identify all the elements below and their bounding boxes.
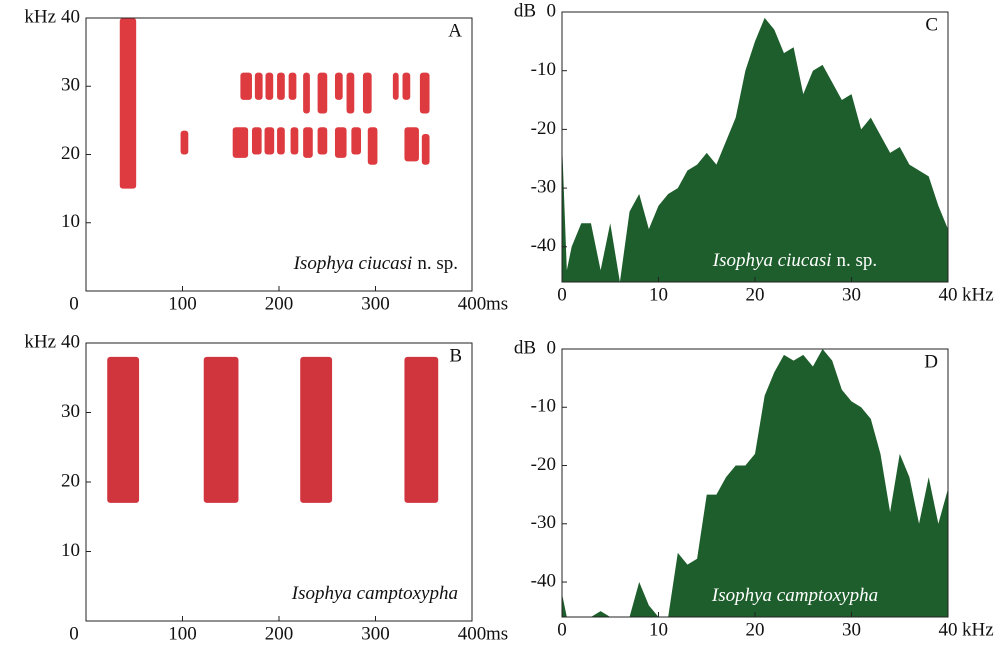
x-tick-label: 100 (168, 623, 197, 644)
syllable (240, 72, 252, 100)
syllable (119, 18, 137, 189)
syllable (288, 72, 297, 100)
syllable (290, 127, 299, 155)
species-note: n. sp. (417, 253, 458, 274)
x-tick-label: 400 (458, 623, 487, 644)
syllable (203, 356, 239, 503)
syllable (421, 134, 430, 165)
species-label: Isophya ciucasi n. sp. (293, 253, 458, 274)
syllable (300, 356, 333, 503)
x-tick-label: 0 (69, 293, 79, 314)
syllable (254, 72, 263, 100)
species-label: Isophya camptoxypha (291, 583, 458, 604)
syllable (232, 127, 249, 158)
x-tick-label: 30 (842, 619, 861, 640)
y-tick-label: -30 (531, 176, 556, 197)
y-tick-label: 0 (547, 337, 557, 358)
x-tick-label: 200 (265, 623, 294, 644)
syllable (264, 127, 275, 155)
syllable (277, 72, 285, 100)
y-tick-label: 30 (61, 401, 80, 422)
syllable (334, 127, 347, 158)
x-tick-label: 0 (557, 284, 567, 305)
x-axis-label: kHz (962, 284, 994, 305)
syllable (402, 72, 411, 100)
y-tick-label: 10 (61, 211, 80, 232)
y-tick-label: -10 (531, 59, 556, 80)
y-tick-label: 0 (547, 0, 557, 21)
panel-letter: B (449, 345, 462, 366)
x-tick-label: 10 (649, 284, 668, 305)
y-axis-label: dB (514, 0, 536, 21)
y-tick-label: 10 (61, 540, 80, 561)
x-tick-label: 0 (557, 619, 567, 640)
y-axis-label: kHz (24, 6, 56, 27)
x-tick-label: 10 (649, 619, 668, 640)
spectrum-area (562, 17, 948, 282)
panel-letter: D (924, 351, 938, 372)
y-tick-label: 30 (61, 75, 80, 96)
species-name: Isophya camptoxypha (291, 583, 458, 604)
species-label: Isophya camptoxypha (711, 585, 878, 606)
syllable (180, 130, 189, 155)
syllable (346, 72, 355, 114)
y-tick-label: 20 (61, 143, 80, 164)
y-tick-label: -30 (531, 512, 556, 533)
x-tick-label: 400 (458, 293, 487, 314)
y-tick-label: 20 (61, 470, 80, 491)
x-tick-label: 200 (265, 293, 294, 314)
species-name: Isophya ciucasi (712, 250, 832, 271)
x-tick-label: 40 (939, 619, 958, 640)
panel-letter: C (925, 14, 938, 35)
spectrum-area (562, 349, 948, 617)
y-tick-label: -10 (531, 396, 556, 417)
y-axis-label: dB (514, 337, 536, 358)
syllable (317, 72, 328, 114)
syllable (303, 127, 313, 158)
panel: 0 -10 -20 -30 -40 dB 0 10 20 30 40 kHz C Isophya ciuc… (514, 0, 994, 305)
syllable (362, 72, 372, 114)
species-name: Isophya camptoxypha (711, 585, 878, 606)
syllable (317, 127, 328, 155)
syllable (251, 127, 262, 155)
syllable (334, 72, 343, 100)
syllable (303, 72, 310, 114)
x-tick-label: 100 (168, 293, 197, 314)
y-tick-label: -40 (531, 570, 556, 591)
syllable (367, 127, 378, 165)
y-tick-label: 40 (61, 331, 80, 352)
y-tick-label: -20 (531, 118, 556, 139)
species-label: Isophya ciucasi n. sp. (712, 250, 877, 271)
x-tick-label: 30 (842, 284, 861, 305)
y-tick-label: 40 (61, 6, 80, 27)
x-axis-label: kHz (962, 619, 994, 640)
y-tick-label: -40 (531, 235, 556, 256)
syllable (404, 127, 419, 162)
x-axis-label: ms (486, 293, 508, 314)
y-tick-label: -20 (531, 454, 556, 475)
syllable (277, 127, 285, 155)
syllable (419, 72, 430, 114)
x-axis-label: ms (486, 623, 508, 644)
x-tick-label: 20 (746, 619, 765, 640)
syllable (392, 72, 399, 100)
species-name: Isophya ciucasi (293, 253, 413, 274)
x-tick-label: 300 (361, 623, 390, 644)
syllable (265, 72, 274, 100)
y-axis-label: kHz (24, 331, 56, 352)
syllable (351, 127, 362, 155)
syllable (404, 356, 439, 503)
syllable (107, 356, 140, 503)
x-tick-label: 20 (746, 284, 765, 305)
panel-letter: A (448, 20, 462, 41)
species-note: n. sp. (837, 250, 878, 271)
x-tick-label: 40 (939, 284, 958, 305)
x-tick-label: 300 (361, 293, 390, 314)
panel: 0 -10 -20 -30 -40 dB 0 10 20 30 40 kHz D Isophya camp… (514, 337, 994, 640)
x-tick-label: 0 (69, 623, 79, 644)
